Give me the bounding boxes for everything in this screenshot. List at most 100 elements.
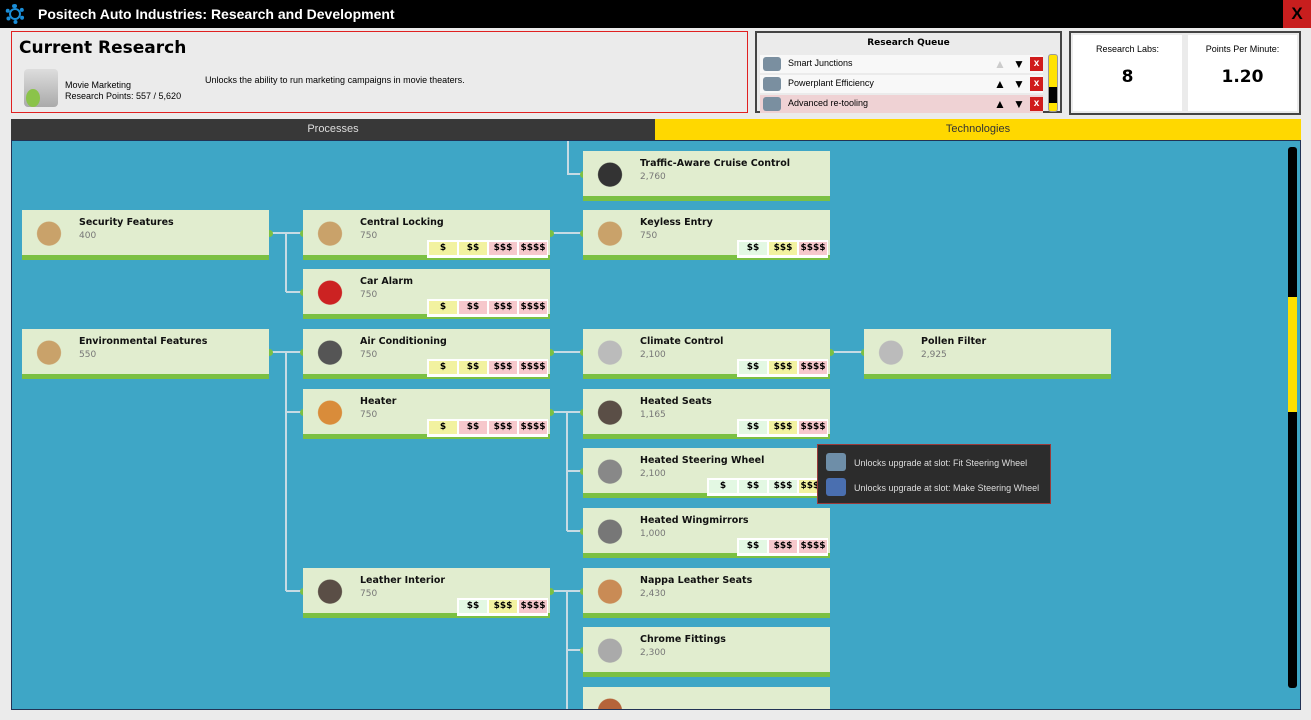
connector-line [286,590,303,592]
tech-card[interactable]: Nappa Leather Seats 2,430 [583,568,830,618]
tech-cost: 750 [360,350,378,360]
price-tier-tag[interactable]: $$$ [769,242,797,255]
price-tier-tag[interactable]: $$$$ [519,600,547,613]
remove-from-queue-button[interactable]: x [1030,77,1043,91]
tech-cost: 750 [360,290,378,300]
queue-item[interactable]: Powerplant Efficiency ▲ ▼ x [760,75,1043,93]
price-tier-tag[interactable]: $$$$ [799,540,827,553]
price-tier-tag[interactable]: $$$ [769,540,797,553]
tech-card[interactable] [583,687,830,709]
price-tier-tag[interactable]: $$$ [769,361,797,374]
price-tier-tag[interactable]: $$$ [489,600,517,613]
queue-item[interactable]: Advanced re-tooling ▲ ▼ x [760,95,1043,113]
queue-scrollbar[interactable] [1048,54,1058,112]
tech-name: Pollen Filter [921,336,987,347]
move-down-button[interactable]: ▼ [1013,57,1025,71]
connector-line [566,530,583,532]
tech-card[interactable]: Heated Wingmirrors 1,000 $$ $$$ $$$$ [583,508,830,558]
price-tier-tag[interactable]: $$$$ [799,361,827,374]
price-tier-tag[interactable]: $ [709,480,737,493]
remove-from-queue-button[interactable]: x [1030,57,1043,71]
move-up-button[interactable]: ▲ [994,77,1006,91]
tech-card[interactable]: Keyless Entry 750 $$ $$$ $$$$ [583,210,830,260]
price-tier-tag[interactable]: $$ [459,361,487,374]
tree-scrollbar[interactable] [1288,147,1297,688]
price-tier-tag[interactable]: $$ [739,540,767,553]
tech-cost: 1,165 [640,410,666,420]
price-tier-tag[interactable]: $$$ [769,480,797,493]
tab-technologies[interactable]: Technologies [655,119,1301,140]
tech-card[interactable]: Leather Interior 750 $$ $$$ $$$$ [303,568,550,618]
queue-item-name: Powerplant Efficiency [788,78,874,88]
tech-card[interactable]: Heater 750 $ $$ $$$ $$$$ [303,389,550,439]
tree-scrollbar-thumb[interactable] [1288,297,1297,412]
price-tier-tag[interactable]: $$ [459,421,487,434]
tech-card[interactable]: Environmental Features 550 [22,329,269,379]
price-tier-tag[interactable]: $$ [739,361,767,374]
speedometer-icon [591,157,629,189]
window-title: Positech Auto Industries: Research and D… [38,6,395,22]
connector-node [547,230,554,237]
tech-card[interactable]: Air Conditioning 750 $ $$ $$$ $$$$ [303,329,550,379]
connector-line [830,351,847,353]
price-tier-tags: $ $$ $$$ $$$$ [427,240,548,258]
price-tier-tag[interactable]: $$ [739,421,767,434]
move-up-button[interactable]: ▲ [994,57,1006,71]
price-tier-tag[interactable]: $$$$ [519,421,547,434]
remove-from-queue-button[interactable]: x [1030,97,1043,111]
tech-card[interactable]: Climate Control 2,100 $$ $$$ $$$$ [583,329,830,379]
price-tier-tag[interactable]: $$ [459,301,487,314]
price-tier-tag[interactable]: $$$$ [799,242,827,255]
queue-item[interactable]: Smart Junctions ▲ ▼ x [760,55,1043,73]
tech-cost: 750 [360,231,378,241]
price-tier-tags: $$ $$$ $$$$ [737,538,828,556]
tooltip-text: Unlocks upgrade at slot: Make Steering W… [854,483,1040,493]
move-down-button[interactable]: ▼ [1013,77,1025,91]
price-tier-tag[interactable]: $$$ [489,242,517,255]
price-tier-tag[interactable]: $ [429,421,457,434]
steering-wheel-icon [591,454,629,486]
move-up-button[interactable]: ▲ [994,97,1006,111]
tab-processes[interactable]: Processes [11,119,655,140]
price-tier-tag[interactable]: $$ [459,600,487,613]
price-tier-tag[interactable]: $$ [739,480,767,493]
queue-item-icon [763,97,781,111]
tech-card[interactable]: Traffic-Aware Cruise Control 2,760 [583,151,830,201]
tech-card[interactable]: Pollen Filter 2,925 [864,329,1111,379]
tech-cost: 2,760 [640,172,666,182]
price-tier-tag[interactable]: $$$ [489,361,517,374]
heater-icon [311,395,349,427]
price-tier-tag[interactable]: $ [429,361,457,374]
price-tier-tag[interactable]: $$$ [489,421,517,434]
price-tier-tag[interactable]: $ [429,242,457,255]
price-tier-tag[interactable]: $$ [459,242,487,255]
tech-card[interactable]: Heated Seats 1,165 $$ $$$ $$$$ [583,389,830,439]
connector-line [567,173,583,175]
tech-card[interactable]: Heated Steering Wheel 2,100 $ $$ $$$ $$$$ [583,448,830,498]
price-tier-tags: $ $$ $$$ $$$$ [427,359,548,377]
connector-line [566,590,583,592]
price-tier-tag[interactable]: $$$$ [519,361,547,374]
price-tier-tag[interactable]: $$ [739,242,767,255]
move-down-button[interactable]: ▼ [1013,97,1025,111]
tech-card[interactable]: Chrome Fittings 2,300 [583,627,830,677]
price-tier-tag[interactable]: $$$$ [519,301,547,314]
connector-line [285,352,287,591]
connector-line [567,141,569,174]
tech-name: Climate Control [640,336,724,347]
connector-line [550,411,567,413]
close-button[interactable]: X [1283,0,1311,28]
connector-node [266,349,273,356]
price-tier-tag[interactable]: $$$ [489,301,517,314]
price-tier-tag[interactable]: $$$ [769,421,797,434]
connector-node [827,349,834,356]
price-tier-tag[interactable]: $$$$ [519,242,547,255]
tech-card[interactable]: Central Locking 750 $ $$ $$$ $$$$ [303,210,550,260]
price-tier-tag[interactable]: $$$$ [799,421,827,434]
tech-card[interactable]: Car Alarm 750 $ $$ $$$ $$$$ [303,269,550,319]
price-tier-tag[interactable]: $ [429,301,457,314]
price-tier-tags: $$ $$$ $$$$ [737,240,828,258]
tech-card[interactable]: Security Features 400 [22,210,269,260]
tech-cost: 2,925 [921,350,947,360]
gear-icon [5,4,25,24]
